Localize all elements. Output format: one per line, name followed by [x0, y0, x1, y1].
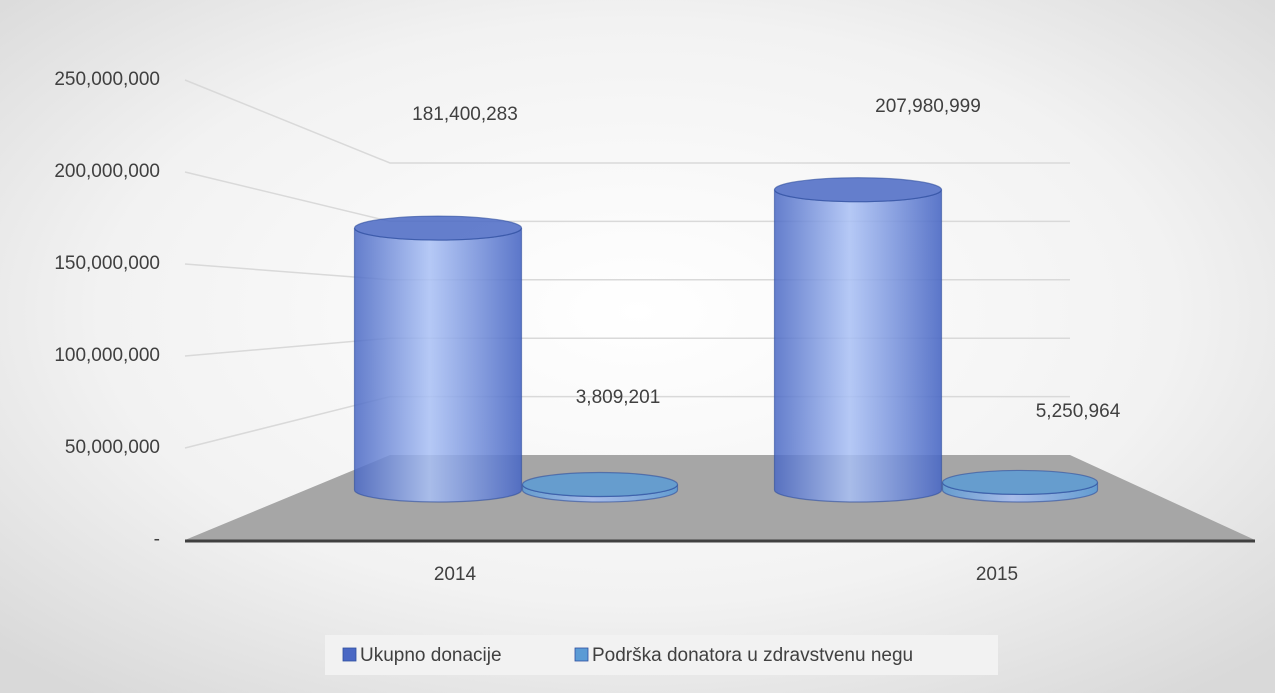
- y-tick-label: 100,000,000: [54, 345, 160, 366]
- cylinder: [773, 189, 943, 503]
- data-label: 181,400,283: [412, 104, 518, 125]
- x-tick-label: 2015: [976, 564, 1018, 585]
- y-tick-label: 50,000,000: [65, 437, 160, 458]
- cylinder-top: [941, 469, 1099, 496]
- cylinder-top: [521, 471, 679, 498]
- x-tick-label: 2014: [434, 564, 477, 585]
- cylinder-top: [353, 215, 523, 241]
- data-label: 5,250,964: [1036, 401, 1121, 422]
- y-tick-label: 250,000,000: [54, 69, 160, 90]
- y-tick-label: 200,000,000: [54, 161, 160, 182]
- y-tick-label: -: [154, 529, 160, 550]
- y-tick-label: 150,000,000: [54, 253, 160, 274]
- legend-label: Ukupno donacije: [360, 645, 502, 666]
- cylinder-top: [773, 177, 943, 203]
- legend: [325, 635, 998, 675]
- legend-label: Podrška donatora u zdravstvenu negu: [592, 645, 913, 666]
- legend-swatch: [342, 647, 357, 662]
- data-label: 207,980,999: [875, 96, 981, 117]
- data-label: 3,809,201: [576, 387, 661, 408]
- grid-line: [184, 79, 1070, 164]
- cylinder: [353, 227, 523, 503]
- legend-swatch: [574, 647, 589, 662]
